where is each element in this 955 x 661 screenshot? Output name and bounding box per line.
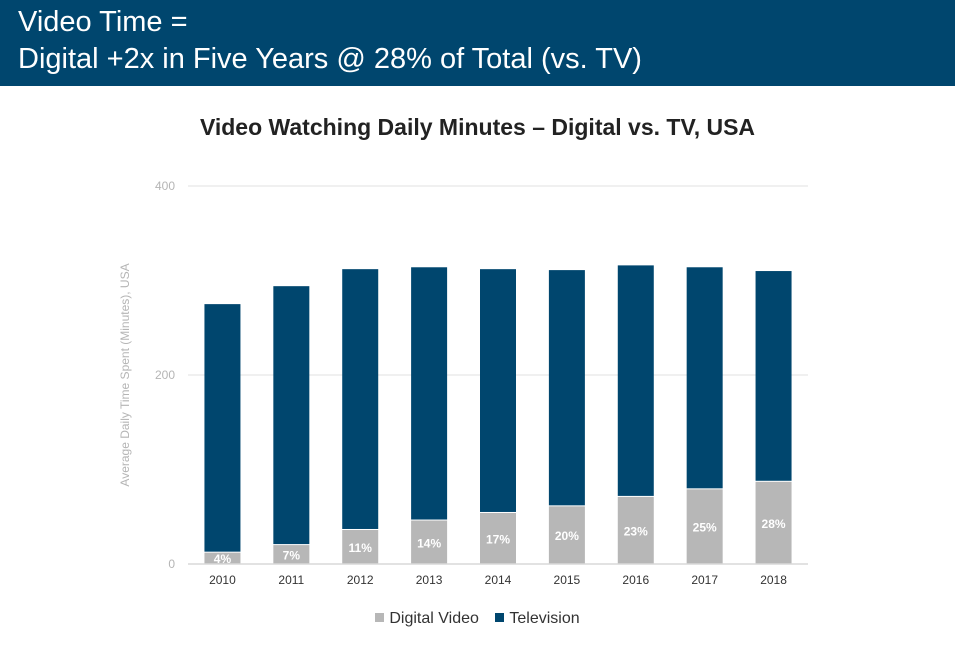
bar-television: [204, 304, 241, 552]
x-tick-label: 2018: [760, 573, 787, 587]
bar-digital-video: [548, 506, 585, 564]
chart-legend: Digital Video Television: [0, 610, 955, 628]
bar-digital-video: [617, 496, 654, 564]
chart-title: Video Watching Daily Minutes – Digital v…: [199, 114, 756, 140]
legend-swatch-television: [495, 613, 505, 622]
data-label: 4%: [214, 552, 232, 566]
y-tick-label: 200: [155, 368, 175, 382]
y-axis-label: Average Daily Time Spent (Minutes), USA: [118, 263, 132, 486]
y-tick-label: 400: [155, 179, 175, 193]
bar-digital-video: [273, 545, 310, 564]
data-label: 25%: [693, 521, 717, 535]
data-label: 14%: [417, 536, 441, 550]
x-tick-label: 2012: [347, 573, 374, 587]
bar-television: [480, 269, 516, 512]
bar-television: [342, 269, 379, 529]
bar-digital-video: [686, 489, 723, 564]
bar-digital-video: [204, 552, 241, 564]
data-label: 20%: [555, 529, 579, 543]
bar-digital-video: [342, 529, 379, 564]
bar-digital-video: [411, 520, 448, 564]
legend-item-digital-video: Digital Video: [375, 610, 479, 628]
x-tick-label: 2010: [209, 573, 236, 587]
bar-television: [548, 270, 585, 506]
x-tick-label: 2016: [622, 573, 649, 587]
x-tick-label: 2014: [485, 573, 512, 587]
data-label: 28%: [762, 517, 786, 531]
slide-header: Video Time = Digital +2x in Five Years @…: [0, 0, 955, 86]
x-tick-label: 2017: [691, 573, 718, 587]
legend-swatch-digital-video: [375, 613, 385, 622]
data-label: 17%: [486, 532, 510, 546]
data-label: 11%: [349, 541, 373, 555]
slide-title-line-2: Digital +2x in Five Years @ 28% of Total…: [18, 43, 642, 75]
legend-label-television: Television: [509, 610, 580, 627]
bar-television: [686, 267, 723, 489]
x-tick-label: 2013: [416, 573, 443, 587]
legend-label-digital-video: Digital Video: [389, 610, 479, 627]
data-label: 7%: [283, 549, 301, 563]
legend-item-television: Television: [495, 610, 580, 628]
bar-television: [411, 267, 448, 520]
x-tick-label: 2011: [278, 573, 304, 587]
data-label: 23%: [624, 524, 648, 538]
bar-television: [755, 271, 792, 481]
bar-television: [273, 286, 310, 545]
bar-digital-video: [480, 512, 516, 564]
x-tick-label: 2015: [554, 573, 581, 587]
y-tick-label: 0: [168, 557, 175, 571]
slide-title-line-1: Video Time =: [18, 6, 188, 38]
bar-television: [617, 265, 654, 496]
bar-digital-video: [755, 481, 792, 564]
